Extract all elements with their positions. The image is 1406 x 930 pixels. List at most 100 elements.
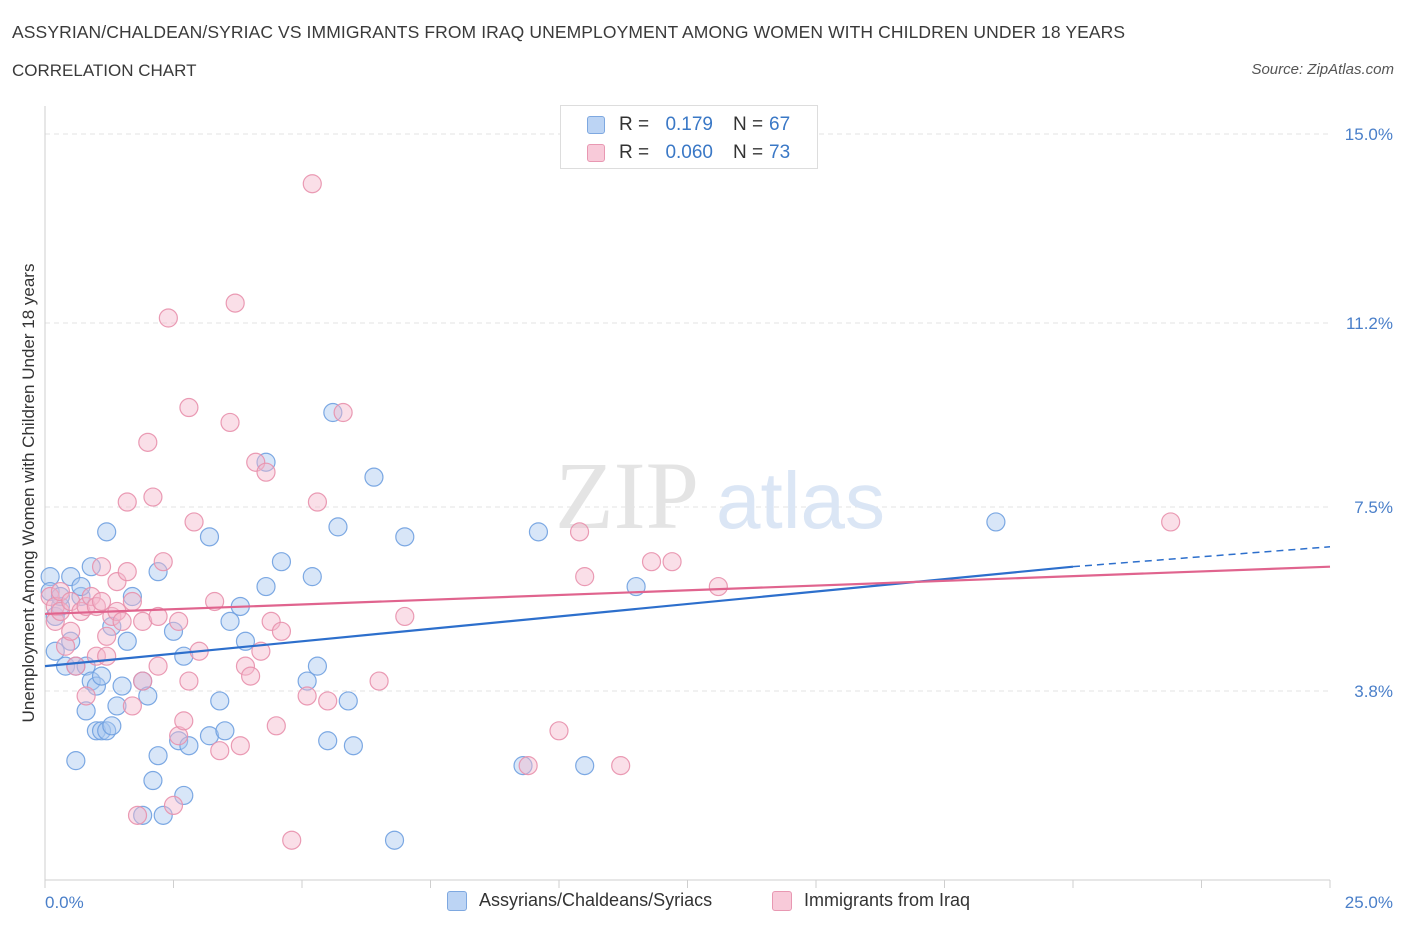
point-assyrians <box>199 527 220 547</box>
point-assyrians <box>102 716 122 736</box>
point-iraq <box>225 293 245 313</box>
point-assyrians <box>302 567 322 587</box>
point-assyrians <box>55 656 76 676</box>
stats-row-assyrians: R = 0.179 N = 67 <box>561 112 817 140</box>
point-iraq <box>1161 512 1181 532</box>
point-assyrians <box>71 586 91 607</box>
legend-swatch-iraq <box>587 144 605 162</box>
point-iraq <box>76 596 96 617</box>
point-assyrians <box>50 586 71 607</box>
point-iraq <box>230 736 250 756</box>
y-tick-label: 15.0% <box>1345 125 1393 144</box>
point-iraq <box>611 756 631 776</box>
point-assyrians <box>199 726 220 746</box>
point-iraq <box>169 726 189 746</box>
point-assyrians <box>307 656 328 676</box>
point-assyrians <box>71 576 91 597</box>
point-assyrians <box>133 805 153 825</box>
point-assyrians <box>76 701 96 721</box>
n-label: N = <box>733 142 764 163</box>
watermark-atlas: atlas <box>716 456 885 545</box>
legend-swatch-iraq <box>772 891 792 911</box>
x-tick-label: 25.0% <box>1345 893 1393 912</box>
x-tick-label: 0.0% <box>45 893 84 912</box>
legend-swatch-assyrians <box>447 891 467 911</box>
point-iraq <box>76 686 96 706</box>
point-iraq <box>122 591 142 612</box>
point-assyrians <box>40 567 60 587</box>
point-iraq <box>97 646 117 666</box>
point-iraq <box>179 397 199 418</box>
chart-subtitle: CORRELATION CHART <box>12 61 197 80</box>
point-assyrians <box>318 731 338 751</box>
point-iraq <box>641 552 662 572</box>
chart-title: ASSYRIAN/CHALDEAN/SYRIAC VS IMMIGRANTS F… <box>12 22 1126 42</box>
point-assyrians <box>97 522 117 542</box>
point-assyrians <box>513 756 533 776</box>
point-iraq <box>61 591 81 612</box>
point-iraq <box>302 174 322 194</box>
point-iraq <box>169 611 189 631</box>
trend-extension-assyrians <box>1072 546 1331 568</box>
point-iraq <box>81 586 101 607</box>
point-assyrians <box>112 676 132 696</box>
point-iraq <box>395 606 415 627</box>
point-assyrians <box>364 467 384 487</box>
point-iraq <box>369 671 389 691</box>
point-iraq <box>148 656 168 676</box>
point-iraq <box>117 492 137 512</box>
point-assyrians <box>66 751 86 771</box>
point-iraq <box>282 830 302 850</box>
point-iraq <box>318 691 338 711</box>
point-iraq <box>143 487 163 507</box>
point-assyrians <box>91 666 112 686</box>
point-assyrians <box>50 596 71 617</box>
point-iraq <box>66 656 86 676</box>
point-iraq <box>61 621 81 641</box>
r-label: R = <box>619 114 650 135</box>
point-assyrians <box>117 631 137 651</box>
legend-label: Immigrants from Iraq <box>804 890 971 910</box>
point-iraq <box>184 512 204 532</box>
point-iraq <box>297 686 317 706</box>
point-iraq <box>518 756 538 776</box>
point-iraq <box>256 462 276 482</box>
point-iraq <box>307 492 328 512</box>
point-assyrians <box>528 522 549 542</box>
point-iraq <box>220 412 240 433</box>
point-assyrians <box>163 621 184 641</box>
point-iraq <box>50 601 71 622</box>
point-assyrians <box>143 770 163 791</box>
legend-swatch-assyrians <box>587 116 605 134</box>
y-axis-label: Unemployment Among Women with Children U… <box>19 264 38 723</box>
point-iraq <box>133 611 153 631</box>
trend-lines <box>44 546 1331 668</box>
point-iraq <box>333 402 353 423</box>
point-iraq <box>266 716 286 736</box>
point-assyrians <box>148 562 168 582</box>
y-tick-labels: 3.8% 7.5% 11.2% 15.0% <box>1345 125 1393 701</box>
stats-row-iraq: R = 0.060 N = 73 <box>561 140 817 168</box>
point-iraq <box>138 432 158 452</box>
source-credit: Source: ZipAtlas.com <box>1251 61 1394 78</box>
point-iraq <box>549 721 569 741</box>
point-assyrians <box>256 576 276 597</box>
n-label: N = <box>733 114 764 135</box>
point-iraq <box>91 557 112 577</box>
point-assyrians <box>102 616 122 636</box>
r-value: 0.060 <box>665 142 713 163</box>
point-iraq <box>163 795 184 816</box>
point-assyrians <box>40 581 60 602</box>
point-assyrians <box>323 402 343 423</box>
point-assyrians <box>343 736 363 756</box>
point-iraq <box>45 611 65 631</box>
point-assyrians <box>91 721 112 741</box>
y-tick-label: 11.2% <box>1346 314 1393 333</box>
point-iraq <box>569 522 590 542</box>
point-iraq <box>55 636 76 656</box>
point-iraq <box>40 586 60 607</box>
point-iraq <box>261 611 281 631</box>
r-value: 0.179 <box>665 114 713 135</box>
x-tick-labels: 0.0% 25.0% <box>45 893 1393 912</box>
n-value: 67 <box>769 114 791 135</box>
